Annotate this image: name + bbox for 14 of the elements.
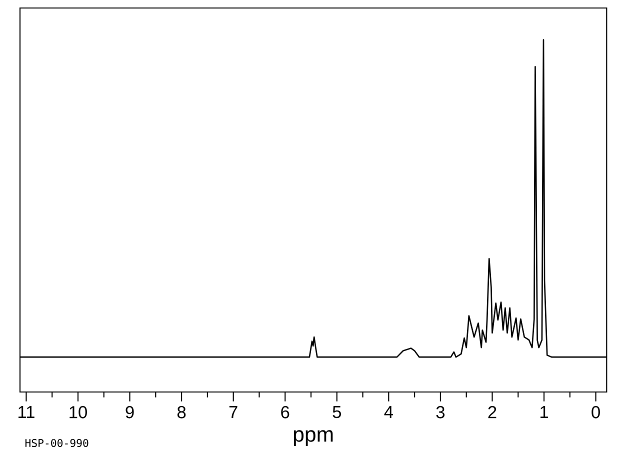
x-tick-label: 9	[126, 406, 134, 418]
x-tick-label: 0	[592, 406, 600, 418]
x-tick-label: 2	[488, 406, 496, 418]
x-axis-title: ppm	[294, 430, 333, 446]
x-tick-label: 5	[332, 406, 341, 418]
x-tick-label: 8	[177, 406, 186, 418]
x-tick-label: 6	[281, 406, 290, 418]
x-tick-label: 1	[540, 406, 548, 418]
text: HSP-00-990	[25, 438, 88, 448]
x-tick-label: 3	[436, 406, 445, 418]
x-tick-label: 11	[18, 406, 34, 418]
x-tick-label: 4	[384, 406, 393, 418]
x-tick-label: 10	[70, 406, 87, 418]
x-tick-label: 7	[229, 406, 238, 418]
